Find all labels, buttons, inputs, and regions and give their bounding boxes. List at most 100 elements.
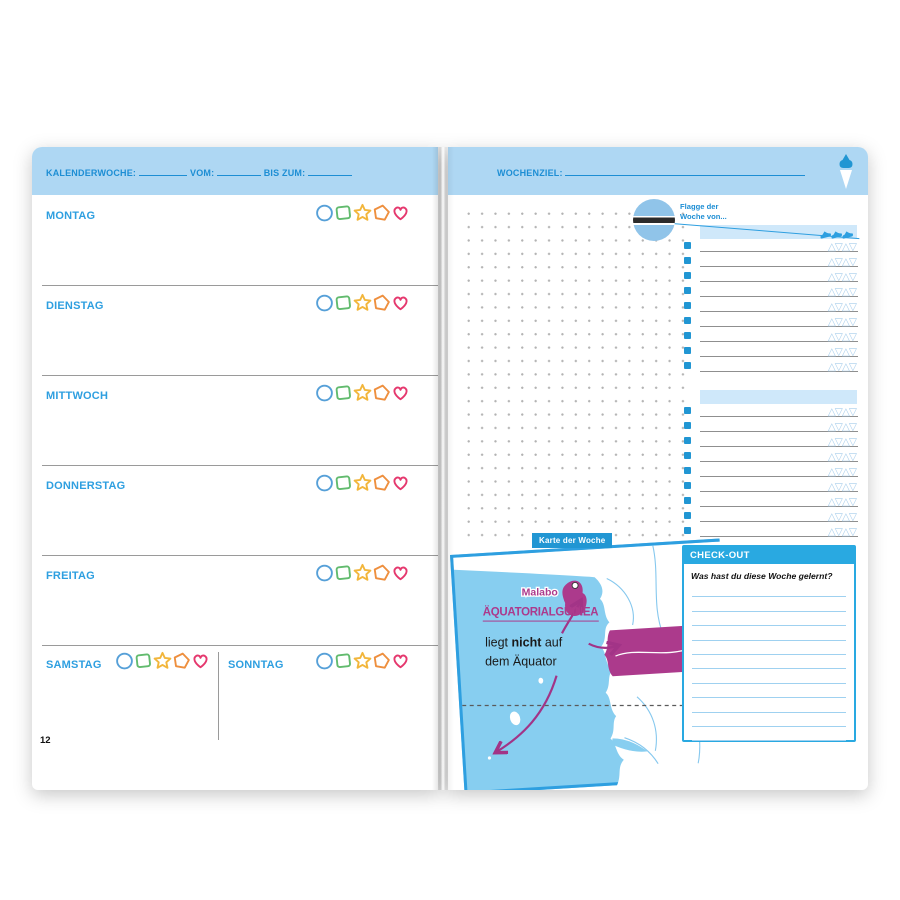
todo-checkbox-icon[interactable] — [684, 512, 691, 519]
pentagon-shape-icon[interactable] — [372, 383, 391, 402]
rating-shapes-mittwoch[interactable] — [315, 383, 410, 402]
rating-shapes-samstag[interactable] — [115, 651, 210, 670]
rating-triangles-icon[interactable]: △▽△▽ — [827, 421, 857, 433]
todo-line[interactable] — [700, 492, 858, 507]
todo-line[interactable] — [700, 327, 858, 342]
checkout-line[interactable] — [692, 626, 846, 641]
todo-row[interactable]: △▽△▽ — [684, 342, 858, 357]
todo-checkbox-icon[interactable] — [684, 347, 691, 354]
checkout-line[interactable] — [692, 698, 846, 713]
todo-line[interactable] — [700, 312, 858, 327]
todo-line[interactable] — [700, 462, 858, 477]
todo-row[interactable]: △▽△▽ — [684, 447, 858, 462]
todo-checkbox-icon[interactable] — [684, 272, 691, 279]
todo-row[interactable]: △▽△▽ — [684, 492, 858, 507]
todo-checkbox-icon[interactable] — [684, 467, 691, 474]
todo-row[interactable]: △▽△▽ — [684, 267, 858, 282]
rating-triangles-icon[interactable]: △▽△▽ — [827, 346, 857, 358]
square-shape-icon[interactable] — [334, 383, 353, 402]
rating-triangles-icon[interactable]: △▽△▽ — [827, 301, 857, 313]
rating-triangles-icon[interactable]: △▽△▽ — [827, 286, 857, 298]
todo-row[interactable]: △▽△▽ — [684, 327, 858, 342]
todo-line[interactable] — [700, 447, 858, 462]
square-shape-icon[interactable] — [334, 293, 353, 312]
star-shape-icon[interactable] — [353, 473, 372, 492]
kalenderwoche-input[interactable] — [138, 167, 187, 176]
heart-shape-icon[interactable] — [391, 293, 410, 312]
rating-triangles-icon[interactable]: △▽△▽ — [827, 316, 857, 328]
rating-triangles-icon[interactable]: △▽△▽ — [827, 511, 857, 523]
circle-shape-icon[interactable] — [315, 293, 334, 312]
todo-row[interactable]: △▽△▽ — [684, 477, 858, 492]
todo-line[interactable] — [700, 402, 858, 417]
heart-shape-icon[interactable] — [191, 651, 210, 670]
checkout-line[interactable] — [692, 684, 846, 699]
todo-line[interactable] — [700, 522, 858, 537]
heart-shape-icon[interactable] — [391, 563, 410, 582]
todo-row[interactable]: △▽△▽ — [684, 237, 858, 252]
dot-grid-notes-area[interactable] — [458, 203, 690, 547]
todo-line[interactable] — [700, 237, 858, 252]
todo-row[interactable]: △▽△▽ — [684, 297, 858, 312]
rating-triangles-icon[interactable]: △▽△▽ — [827, 451, 857, 463]
todo-row[interactable]: △▽△▽ — [684, 282, 858, 297]
todo-checkbox-icon[interactable] — [684, 362, 691, 369]
rating-shapes-dienstag[interactable] — [315, 293, 410, 312]
square-shape-icon[interactable] — [334, 473, 353, 492]
rating-triangles-icon[interactable]: △▽△▽ — [827, 361, 857, 373]
todo-row[interactable]: △▽△▽ — [684, 432, 858, 447]
rating-triangles-icon[interactable]: △▽△▽ — [827, 256, 857, 268]
todo-row[interactable]: △▽△▽ — [684, 522, 858, 537]
square-shape-icon[interactable] — [134, 651, 153, 670]
square-shape-icon[interactable] — [334, 203, 353, 222]
rating-triangles-icon[interactable]: △▽△▽ — [827, 406, 857, 418]
heart-shape-icon[interactable] — [391, 383, 410, 402]
notes-area-montag[interactable] — [44, 229, 436, 283]
rating-triangles-icon[interactable]: △▽△▽ — [827, 331, 857, 343]
pentagon-shape-icon[interactable] — [172, 651, 191, 670]
notes-area-samstag[interactable] — [44, 677, 214, 735]
todo-line[interactable] — [700, 432, 858, 447]
todo-row[interactable]: △▽△▽ — [684, 252, 858, 267]
rating-triangles-icon[interactable]: △▽△▽ — [827, 271, 857, 283]
square-shape-icon[interactable] — [334, 651, 353, 670]
heart-shape-icon[interactable] — [391, 473, 410, 492]
rating-shapes-sonntag[interactable] — [315, 651, 410, 670]
todo-checkbox-icon[interactable] — [684, 257, 691, 264]
pentagon-shape-icon[interactable] — [372, 203, 391, 222]
todo-checkbox-icon[interactable] — [684, 452, 691, 459]
todo-line[interactable] — [700, 297, 858, 312]
rating-shapes-freitag[interactable] — [315, 563, 410, 582]
todo-line[interactable] — [700, 477, 858, 492]
rating-triangles-icon[interactable]: △▽△▽ — [827, 241, 857, 253]
rating-triangles-icon[interactable]: △▽△▽ — [827, 526, 857, 538]
rating-triangles-icon[interactable]: △▽△▽ — [827, 496, 857, 508]
notes-area-dienstag[interactable] — [44, 319, 436, 373]
rating-shapes-montag[interactable] — [315, 203, 410, 222]
pentagon-shape-icon[interactable] — [372, 473, 391, 492]
rating-triangles-icon[interactable]: △▽△▽ — [827, 436, 857, 448]
wochenziel-input[interactable] — [565, 167, 806, 176]
pentagon-shape-icon[interactable] — [372, 563, 391, 582]
todo-line[interactable] — [700, 252, 858, 267]
pentagon-shape-icon[interactable] — [372, 651, 391, 670]
todo-row[interactable]: △▽△▽ — [684, 462, 858, 477]
pentagon-shape-icon[interactable] — [372, 293, 391, 312]
todo-line[interactable] — [700, 417, 858, 432]
heart-shape-icon[interactable] — [391, 651, 410, 670]
checkout-line[interactable] — [692, 641, 846, 655]
todo-checkbox-icon[interactable] — [684, 437, 691, 444]
rating-shapes-donnerstag[interactable] — [315, 473, 410, 492]
checkout-line[interactable] — [692, 713, 846, 727]
circle-shape-icon[interactable] — [315, 563, 334, 582]
bis-zum-input[interactable] — [308, 167, 353, 176]
todo-row[interactable]: △▽△▽ — [684, 417, 858, 432]
circle-shape-icon[interactable] — [315, 383, 334, 402]
todo-line[interactable] — [700, 267, 858, 282]
vom-input[interactable] — [217, 167, 262, 176]
rating-triangles-icon[interactable]: △▽△▽ — [827, 481, 857, 493]
notes-area-freitag[interactable] — [44, 589, 436, 643]
todo-line[interactable] — [700, 342, 858, 357]
star-shape-icon[interactable] — [353, 563, 372, 582]
star-shape-icon[interactable] — [353, 203, 372, 222]
